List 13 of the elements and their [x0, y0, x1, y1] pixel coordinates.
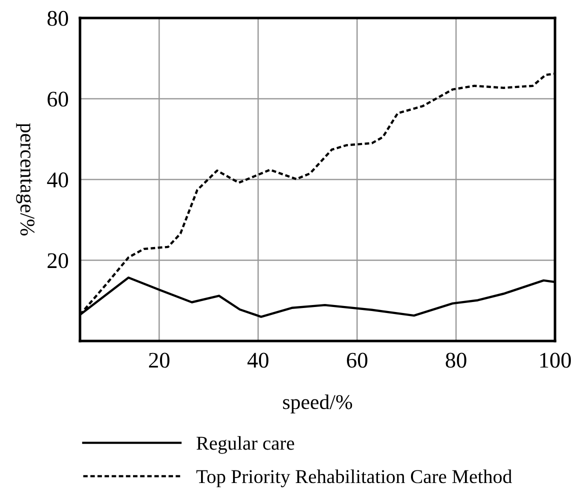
x-tick-label: 20 [149, 352, 170, 368]
legend-label: Top Priority Rehabilitation Care Method [196, 470, 512, 488]
y-tick-label: 20 [48, 253, 68, 268]
x-tick-label: 80 [446, 352, 466, 368]
x-tick-label: 100 [540, 352, 571, 368]
x-tick-label: 40 [247, 352, 268, 368]
y-tick-label: 40 [47, 172, 68, 188]
y-tick-label: 80 [48, 10, 68, 26]
legend-label: Regular care [196, 436, 294, 454]
y-tick-label: 60 [48, 92, 68, 107]
y-axis-title: percentage/% [16, 123, 34, 236]
x-axis-title: speed/% [283, 394, 352, 414]
x-tick-label: 60 [346, 352, 368, 368]
